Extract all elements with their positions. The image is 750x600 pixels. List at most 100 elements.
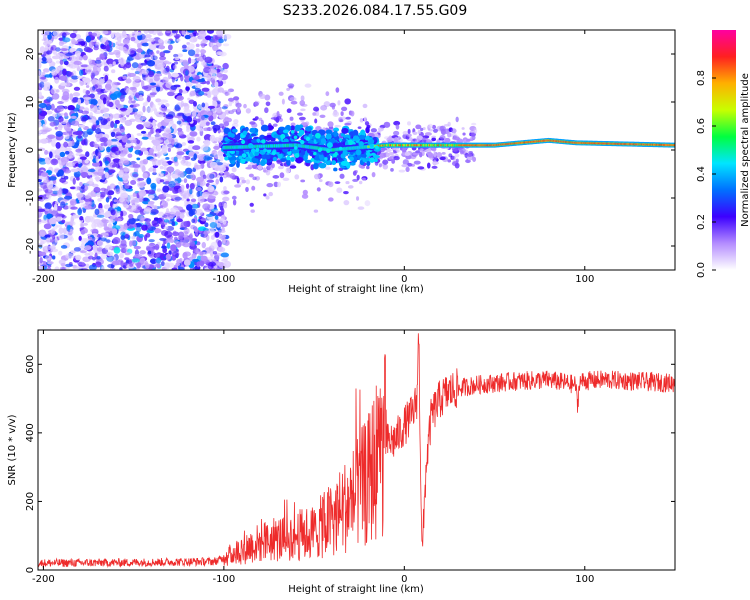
spectrogram-cell [153, 205, 158, 210]
spectrogram-cell [144, 121, 153, 129]
spectrogram-cell [175, 262, 180, 267]
spectrogram-cell [54, 266, 60, 270]
spectrogram-cell [285, 167, 291, 174]
spectrogram-cell [104, 210, 112, 218]
spectrogram-cell [157, 172, 165, 178]
spectrogram-cell [114, 119, 120, 124]
spectrogram-cell [195, 249, 199, 255]
spectrogram-cell [221, 207, 225, 215]
spectrogram-cell [79, 250, 87, 254]
spectrogram-cell [222, 80, 227, 85]
spectrogram-cell [86, 78, 90, 86]
spectrogram-cell [45, 57, 53, 64]
spectrogram-cell [124, 252, 131, 256]
spectrogram-cell [148, 243, 155, 248]
spectrogram-cell [194, 208, 204, 216]
spectrogram-cell [107, 190, 115, 196]
spectrogram-cell [42, 129, 51, 133]
spectrogram-cell [70, 140, 75, 147]
spectrogram-cell [152, 139, 161, 146]
spectrogram-cell [130, 36, 136, 42]
spectrogram-cell [43, 82, 51, 87]
spectrogram-cell [87, 255, 94, 260]
spectrogram-cell [413, 160, 421, 165]
spectrogram-cell [61, 32, 67, 38]
spectrogram-cell [263, 167, 267, 173]
spectrogram-cell [96, 247, 103, 252]
spectrogram-cell [427, 152, 434, 159]
spectrogram-cell [231, 128, 238, 133]
spectrogram-cell [55, 52, 64, 57]
spectrogram-cell [334, 181, 341, 185]
spectrogram-cell [267, 164, 274, 171]
spectrogram-cell [54, 237, 58, 243]
spectrogram-cell [84, 245, 92, 251]
spectrogram-cell [48, 176, 57, 181]
spectrogram-cell [243, 103, 247, 109]
spectrogram-cell [329, 102, 336, 108]
spectrogram-cell [131, 258, 141, 263]
spectrogram-cell [119, 117, 126, 123]
spectrogram-cell [180, 160, 184, 164]
spectrogram-cell [71, 120, 80, 126]
spectrogram-cell [171, 221, 176, 227]
spectrogram-cell [168, 180, 176, 188]
spectrogram-cell [332, 111, 340, 117]
spectrogram-cell [75, 254, 82, 261]
spectrogram-cell [122, 111, 130, 116]
spectrogram-cell [286, 108, 292, 113]
spectrogram-cell [152, 223, 160, 227]
spectrogram-cell [152, 172, 157, 176]
spectrogram-cell [176, 120, 182, 125]
spectrogram-cell [154, 228, 162, 234]
spectrogram-cell [99, 137, 108, 143]
spectrogram-cell [119, 210, 124, 217]
spectrogram-cell [69, 228, 74, 234]
spectrogram-cell [158, 82, 163, 86]
spectrogram-cell [44, 202, 52, 210]
spectrogram-cell [138, 233, 144, 238]
spectrogram-cell [54, 126, 58, 130]
spectrogram-cell [216, 107, 222, 114]
spectrogram-cell [153, 217, 159, 221]
spectrogram-cell [161, 199, 166, 205]
spectrogram-cell [131, 87, 138, 93]
spectrogram-cell [134, 70, 140, 75]
spectrogram-cell [98, 103, 105, 110]
spectrogram-cell [328, 181, 334, 188]
spectrogram-cell [386, 137, 394, 143]
spectrogram-cell [112, 203, 119, 209]
spectrogram-cell [209, 187, 215, 191]
spectrogram-cell [196, 58, 200, 62]
spectrogram-cell [64, 147, 72, 152]
spectrogram-cell [44, 149, 49, 156]
spectrogram-cell [202, 174, 207, 179]
spectrogram-cell [266, 134, 272, 139]
spectrogram-cell [347, 185, 354, 189]
spectrogram-cell [253, 101, 259, 107]
spectrogram-cell [156, 263, 161, 269]
spectrogram-cell [97, 91, 102, 95]
spectrogram-cell [153, 74, 160, 82]
spectrogram-cell [104, 171, 109, 179]
spectrogram-cell [156, 63, 163, 68]
spectrogram-cell [186, 128, 190, 133]
spectrogram-cell [147, 37, 156, 42]
spectrogram-cell [78, 235, 82, 241]
spectrogram-cell [300, 108, 306, 112]
spectrogram-cell [193, 164, 202, 170]
spectrogram-cell [208, 68, 216, 73]
spectrogram-cell [250, 209, 255, 213]
spectrogram-cell [172, 188, 179, 194]
spectrogram-cell [166, 242, 171, 249]
spectrogram-cell [214, 214, 219, 221]
spectrogram-cell [205, 121, 210, 126]
spectrogram-cell [207, 30, 214, 34]
spectrogram-cell [51, 69, 58, 76]
spectrogram-cell [123, 160, 130, 166]
spectrogram-cell [370, 128, 377, 133]
spectrogram-cell [219, 167, 224, 175]
spectrogram-cell [67, 105, 75, 111]
spectrogram-cell [61, 219, 66, 224]
spectrogram-cell [289, 116, 294, 121]
